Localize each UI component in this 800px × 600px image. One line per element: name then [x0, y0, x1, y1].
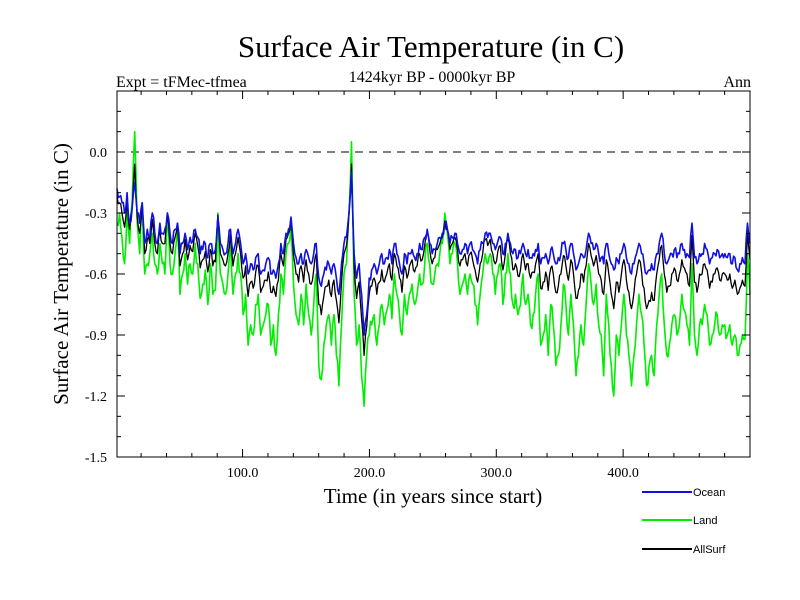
series-layer — [116, 130, 751, 407]
y-tick-label: -0.6 — [85, 268, 107, 283]
y-tick-label: -0.9 — [85, 329, 107, 344]
chart-subtitle: 1424kyr BP - 0000kyr BP — [349, 69, 516, 86]
x-tick-label: 400.0 — [607, 466, 639, 481]
y-tick-label: 0.0 — [90, 146, 108, 161]
legend: Ocean Land AllSurf — [642, 487, 726, 556]
legend-label-ocean: Ocean — [693, 487, 725, 499]
y-tick-label: -1.2 — [85, 390, 107, 405]
chart-title: Surface Air Temperature (in C) — [238, 29, 624, 64]
x-tick-label: 100.0 — [227, 466, 259, 481]
x-tick-label: 300.0 — [481, 466, 513, 481]
series-line-allsurf — [116, 163, 751, 356]
legend-label-land: Land — [693, 515, 717, 527]
series-line-ocean — [116, 171, 751, 336]
y-tick-label: -0.3 — [85, 207, 107, 222]
x-tick-label: 200.0 — [354, 466, 386, 481]
y-axis-label: Surface Air Temperature (in C) — [49, 143, 73, 405]
tick-layer: -1.5 -1.2 -0.9 -0.6 -0.3 0.0 100.0 200.0 300.0 40… — [85, 91, 750, 481]
experiment-label: Expt = tFMec-tfmea — [116, 74, 247, 91]
series-line-land — [116, 130, 751, 407]
legend-label-allsurf: AllSurf — [693, 544, 726, 556]
x-axis-label: Time (in years since start) — [324, 484, 543, 508]
y-tick-label: -1.5 — [85, 451, 107, 466]
season-label: Ann — [723, 74, 751, 91]
